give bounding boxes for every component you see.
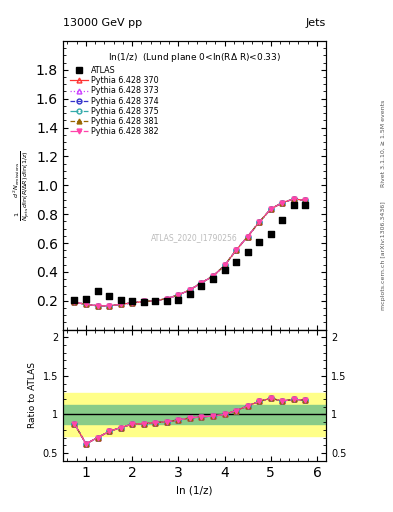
Bar xyxy=(63,393,326,436)
Point xyxy=(198,282,205,290)
Point xyxy=(268,230,274,239)
Point xyxy=(152,297,158,306)
Point xyxy=(187,289,193,297)
Y-axis label: Ratio to ATLAS: Ratio to ATLAS xyxy=(28,362,37,428)
Point xyxy=(279,216,285,224)
Point xyxy=(163,296,170,305)
Text: 13000 GeV pp: 13000 GeV pp xyxy=(63,18,142,28)
Point xyxy=(244,248,251,256)
Text: ln(1/z)  (Lund plane 0<ln(R$\Delta$ R)<0.33): ln(1/z) (Lund plane 0<ln(R$\Delta$ R)<0.… xyxy=(108,51,281,64)
Text: Jets: Jets xyxy=(306,18,326,28)
Legend: ATLAS, Pythia 6.428 370, Pythia 6.428 373, Pythia 6.428 374, Pythia 6.428 375, P: ATLAS, Pythia 6.428 370, Pythia 6.428 37… xyxy=(70,65,160,137)
Point xyxy=(129,297,135,306)
Point xyxy=(221,266,228,274)
Bar xyxy=(63,405,326,424)
Point xyxy=(71,296,77,304)
Point xyxy=(118,296,124,304)
Point xyxy=(291,201,297,209)
X-axis label: ln (1/z): ln (1/z) xyxy=(176,485,213,495)
Point xyxy=(302,201,309,209)
Text: Rivet 3.1.10, ≥ 1.5M events: Rivet 3.1.10, ≥ 1.5M events xyxy=(381,100,386,187)
Point xyxy=(141,298,147,306)
Point xyxy=(256,238,263,246)
Text: mcplots.cern.ch [arXiv:1306.3436]: mcplots.cern.ch [arXiv:1306.3436] xyxy=(381,202,386,310)
Point xyxy=(94,287,101,295)
Point xyxy=(233,258,239,266)
Y-axis label: $\frac{1}{N_\mathrm{jets}}\frac{d^2 N_\mathrm{emissions}}{d\ln(R/\Delta R)\,d\ln: $\frac{1}{N_\mathrm{jets}}\frac{d^2 N_\m… xyxy=(11,150,32,221)
Point xyxy=(83,295,89,304)
Point xyxy=(175,296,182,304)
Point xyxy=(106,292,112,301)
Text: ATLAS_2020_I1790256: ATLAS_2020_I1790256 xyxy=(151,233,238,242)
Point xyxy=(210,275,216,283)
